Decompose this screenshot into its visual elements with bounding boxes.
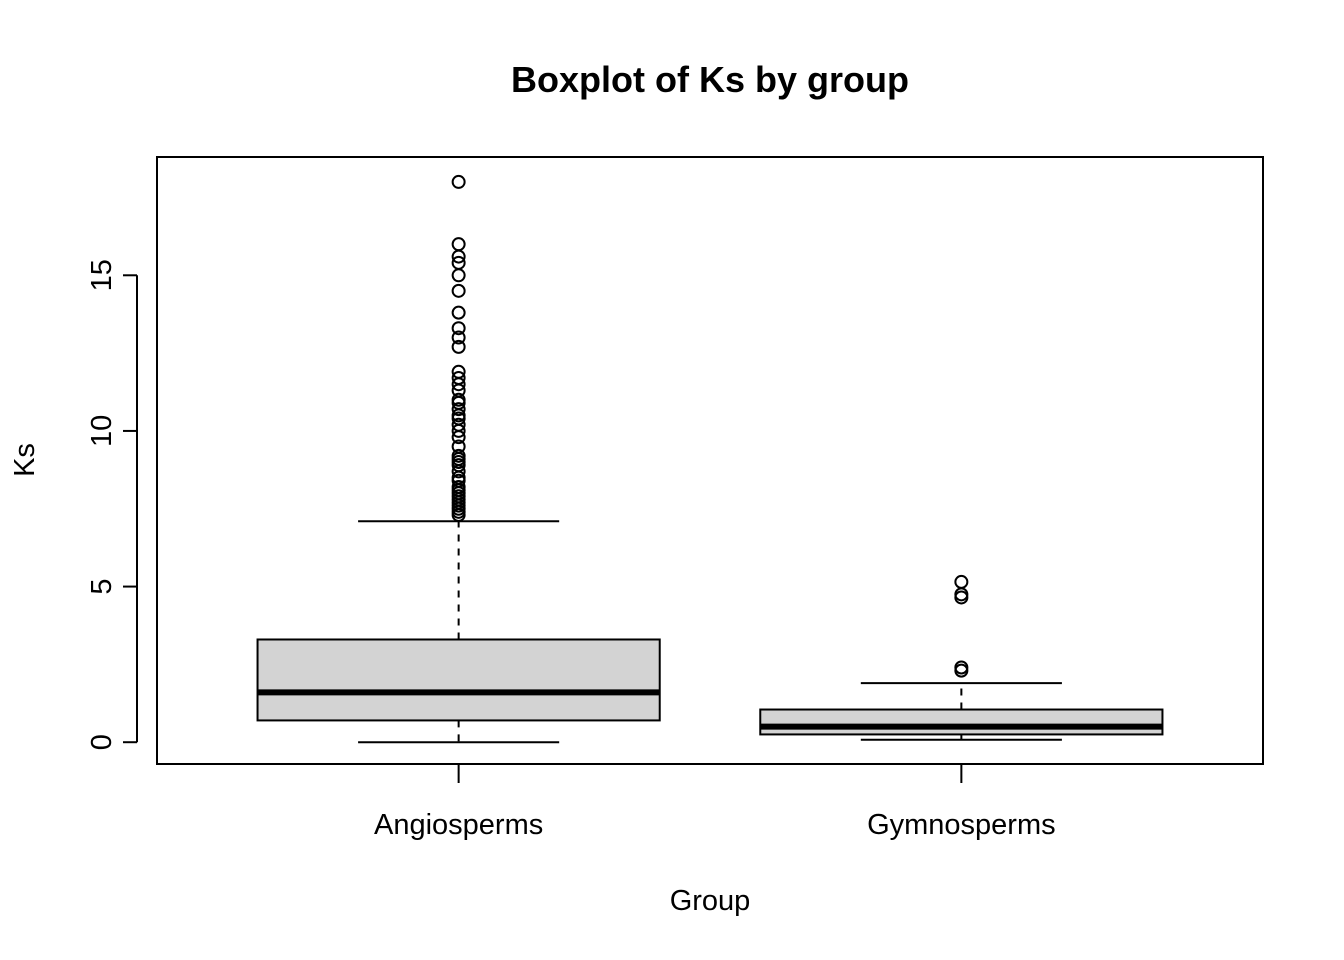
- y-tick-label: 5: [86, 578, 118, 594]
- outlier-point: [451, 283, 466, 298]
- outlier-point: [451, 330, 466, 345]
- y-axis-label: Ks: [9, 443, 41, 477]
- y-tick-label: 15: [86, 259, 118, 291]
- box-gymnosperms: [759, 574, 1164, 741]
- y-axis: 0 5 10 15: [86, 259, 138, 750]
- box-angiosperms: [256, 174, 661, 744]
- x-axis-label: Group: [670, 885, 751, 917]
- outlier-point: [451, 255, 466, 270]
- outlier-point: [451, 448, 466, 463]
- box-group: [256, 174, 1164, 744]
- outlier-point: [451, 402, 466, 417]
- y-tick-label: 0: [86, 734, 118, 750]
- outlier-point: [451, 339, 466, 354]
- outlier-point: [451, 268, 466, 283]
- outlier-point: [451, 371, 466, 386]
- box-iqr: [256, 638, 661, 722]
- outlier-point: [451, 321, 466, 336]
- chart-title: Boxplot of Ks by group: [511, 59, 909, 100]
- outlier-point: [451, 392, 466, 407]
- outlier-point: [954, 574, 969, 589]
- outlier-point: [451, 237, 466, 252]
- x-tick-label: Gymnosperms: [867, 809, 1056, 841]
- y-tick-label: 10: [86, 415, 118, 447]
- outlier-point: [451, 479, 466, 494]
- outlier-point: [451, 364, 466, 379]
- box-iqr: [759, 708, 1164, 736]
- outlier-point: [451, 417, 466, 432]
- outlier-point: [451, 439, 466, 454]
- plot-frame: [156, 156, 1264, 765]
- x-axis: Angiosperms Gymnosperms: [374, 764, 1056, 841]
- x-tick-label: Angiosperms: [374, 809, 543, 841]
- outlier-point: [451, 174, 466, 189]
- outlier-point: [451, 305, 466, 320]
- outlier-point: [954, 660, 969, 675]
